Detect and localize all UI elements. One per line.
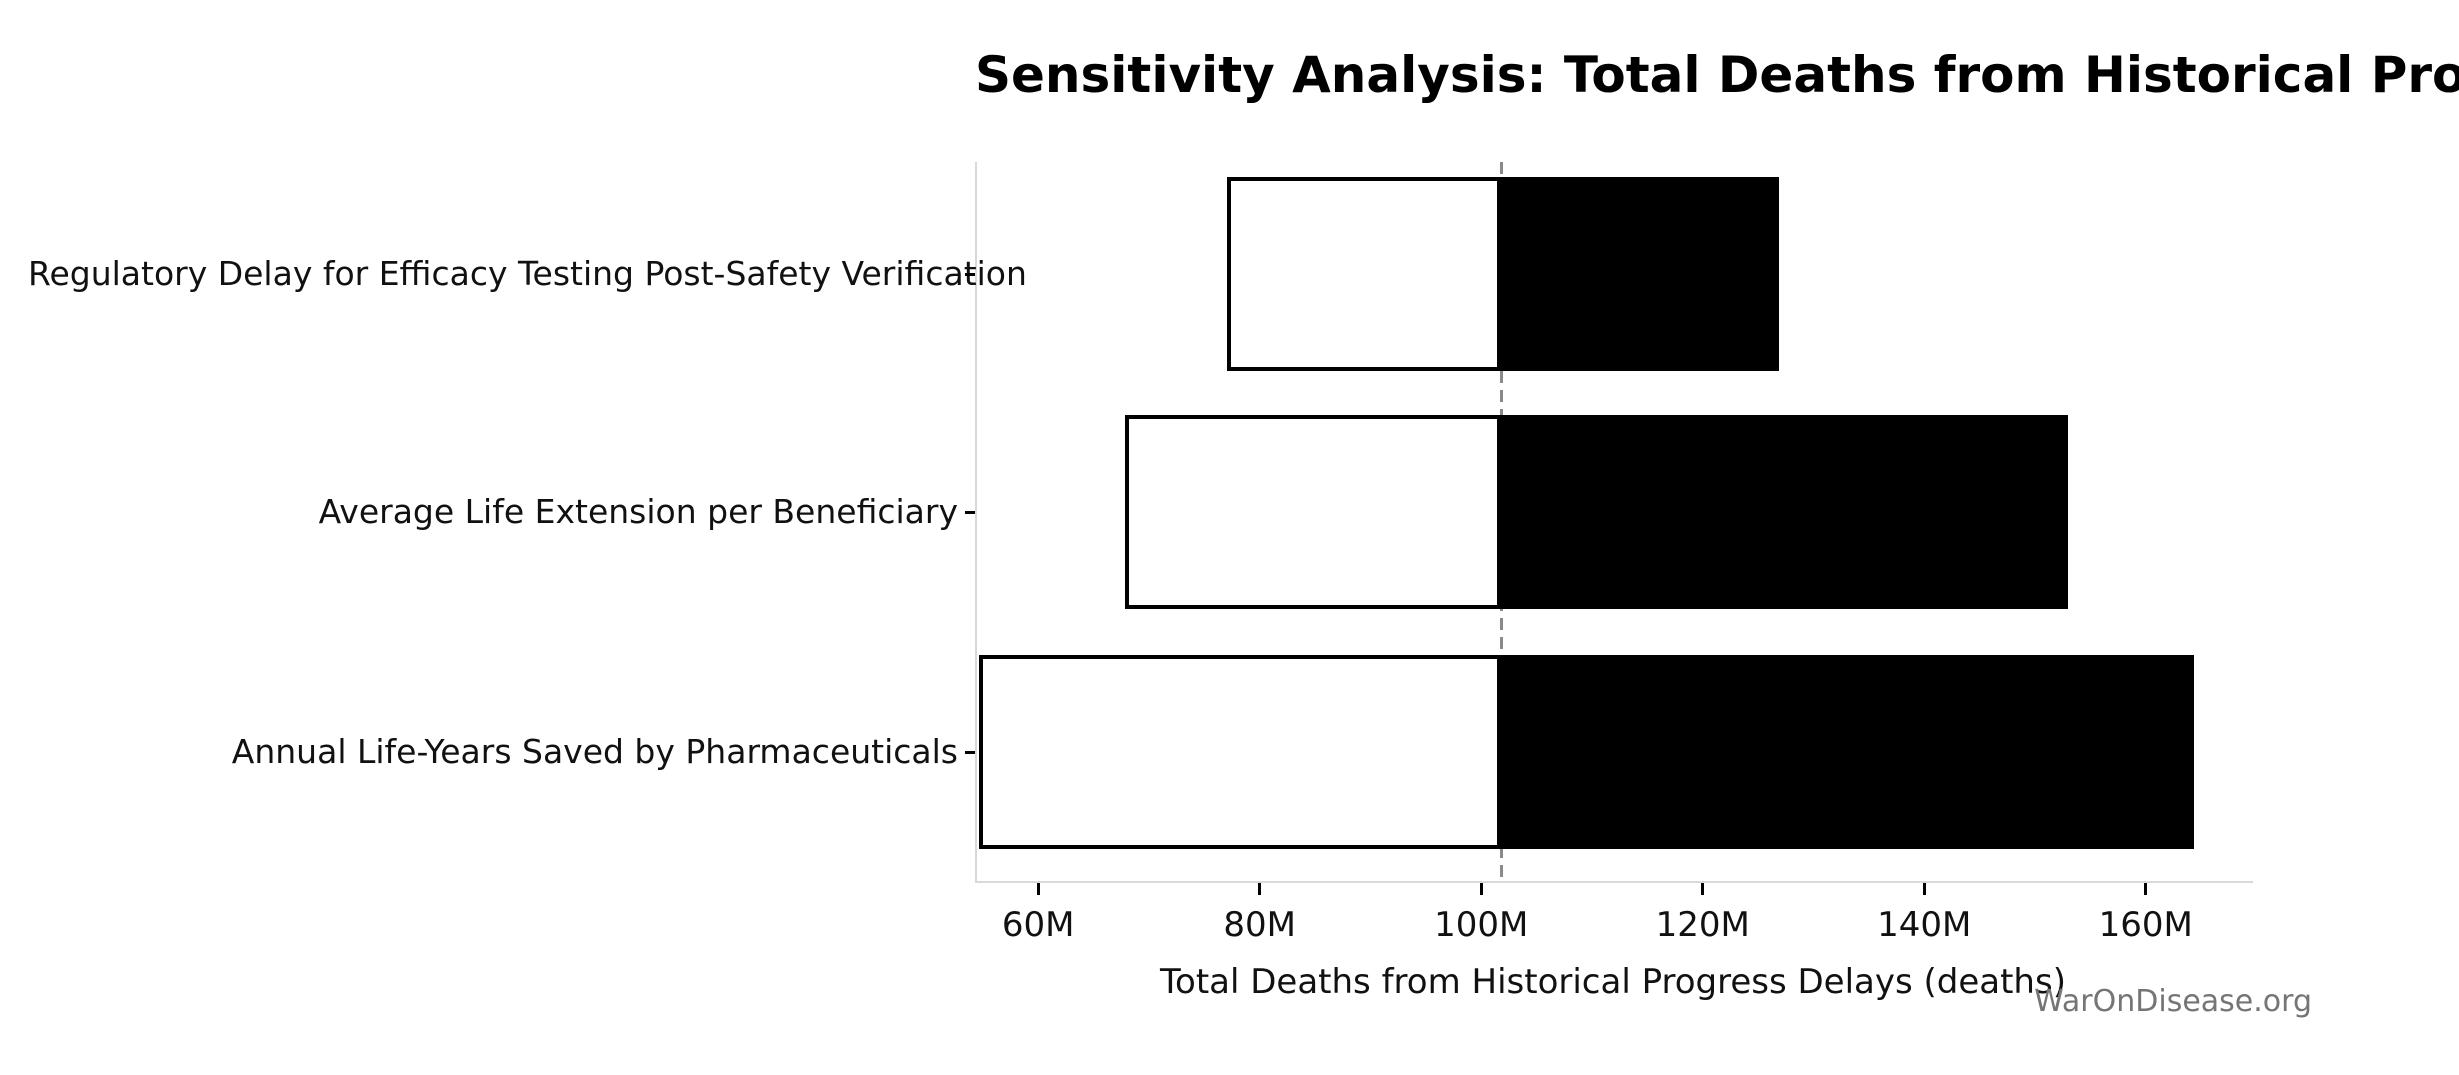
watermark-text: WarOnDisease.org	[2034, 984, 2312, 1019]
y-tick-1	[965, 510, 975, 514]
bar-high-2	[1500, 655, 2195, 849]
bar-low-1	[1125, 415, 1501, 609]
y-tick-0	[965, 272, 975, 276]
bar-high-1	[1500, 415, 2069, 609]
chart-title: Sensitivity Analysis: Total Deaths from …	[975, 46, 2459, 104]
x-tick-3	[1701, 883, 1705, 895]
x-axis-title: Total Deaths from Historical Progress De…	[1160, 962, 2066, 1002]
x-tick-label-2: 100M	[1434, 905, 1529, 945]
x-tick-2	[1479, 883, 1483, 895]
bar-high-0	[1500, 177, 1779, 371]
x-tick-label-0: 60M	[1001, 905, 1075, 945]
x-tick-label-3: 120M	[1655, 905, 1750, 945]
bar-low-2	[979, 655, 1501, 849]
plot-area	[975, 162, 2253, 883]
x-tick-label-5: 160M	[2098, 905, 2193, 945]
x-tick-1	[1258, 883, 1262, 895]
y-tick-2	[965, 750, 975, 754]
y-label-0: Regulatory Delay for Efficacy Testing Po…	[28, 254, 1027, 293]
y-label-2: Annual Life-Years Saved by Pharmaceutica…	[231, 732, 958, 771]
bar-low-0	[1227, 177, 1501, 371]
y-label-1: Average Life Extension per Beneficiary	[318, 492, 958, 531]
x-tick-0	[1036, 883, 1040, 895]
x-tick-label-4: 140M	[1877, 905, 1972, 945]
x-tick-label-1: 80M	[1223, 905, 1296, 945]
x-tick-4	[1922, 883, 1926, 895]
x-tick-5	[2144, 883, 2148, 895]
